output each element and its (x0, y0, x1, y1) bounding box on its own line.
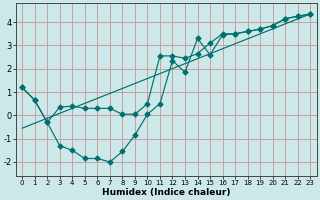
X-axis label: Humidex (Indice chaleur): Humidex (Indice chaleur) (102, 188, 230, 197)
